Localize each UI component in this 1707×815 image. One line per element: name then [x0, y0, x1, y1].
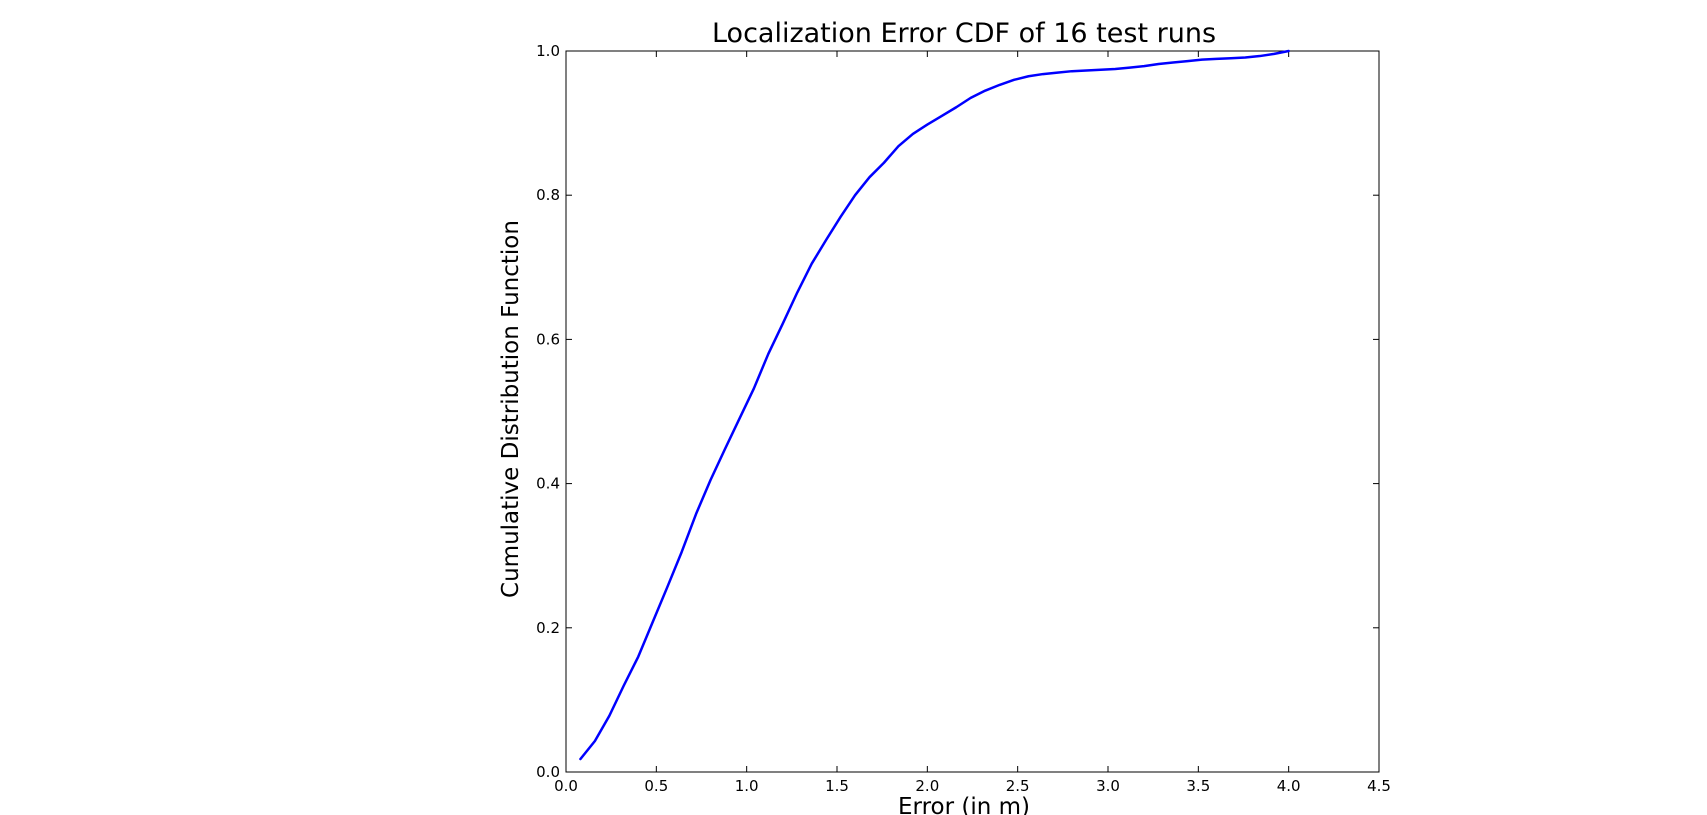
x-tick-label: 2.5	[1006, 777, 1030, 795]
y-tick-label: 1.0	[536, 42, 560, 60]
x-tick-label: 4.0	[1277, 777, 1301, 795]
y-axis-label: Cumulative Distribution Function	[498, 220, 524, 598]
x-tick-label: 1.5	[825, 777, 849, 795]
y-tick-label: 0.2	[536, 619, 560, 637]
y-tick-label: 0.0	[536, 763, 560, 781]
y-tick-label: 0.8	[536, 186, 560, 204]
plot-layer: 0.0 0.5 1.0 1.5 2.0 2.5 3.0 3.5 4.0 4.5 0.0 0.2 0.4 0…	[536, 42, 1391, 795]
y-tick-label: 0.6	[536, 330, 560, 348]
x-tick-label: 1.0	[735, 777, 759, 795]
x-axis-label: Error (in m)	[898, 794, 1030, 815]
x-tick-label: 2.0	[915, 777, 939, 795]
y-tick-label: 0.4	[536, 475, 560, 493]
x-tick-label: 3.5	[1186, 777, 1210, 795]
chart-title: Localization Error CDF of 16 test runs	[712, 18, 1216, 49]
x-tick-label: 0.5	[644, 777, 668, 795]
x-tick-label: 3.0	[1096, 777, 1120, 795]
cdf-line	[579, 49, 1290, 761]
x-tick-label: 4.5	[1367, 777, 1391, 795]
plot-frame	[565, 50, 1380, 773]
x-tick-label: 0.0	[554, 777, 578, 795]
